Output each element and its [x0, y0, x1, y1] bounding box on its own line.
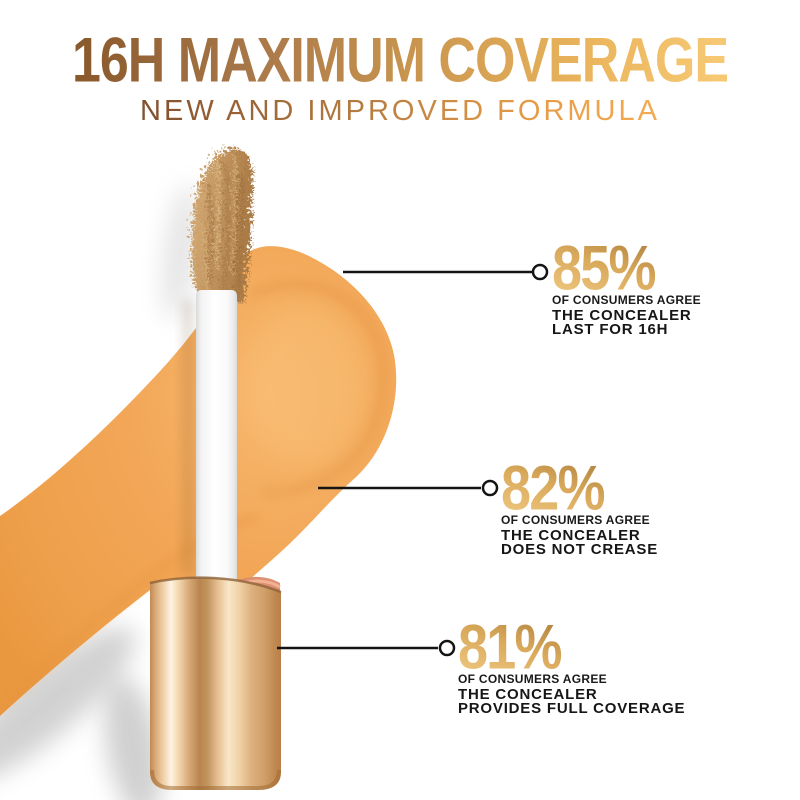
stat-value: 81% [458, 615, 683, 679]
header: 16H MAXIMUM COVERAGE NEW AND IMPROVED FO… [0, 0, 800, 126]
stat-value: 82% [501, 456, 726, 520]
stat-caption: THE CONCEALER [552, 307, 692, 324]
callout-dot-2 [481, 479, 499, 497]
product-illustration [0, 145, 397, 800]
stat-caption: THE CONCEALER [501, 527, 641, 544]
stat-caption: PROVIDES FULL COVERAGE [458, 699, 686, 717]
applicator-tip-icon [187, 145, 250, 298]
stat-caption: LAST FOR 16H [552, 320, 669, 338]
stat-caption: OF CONSUMERS AGREE [501, 513, 650, 527]
concealer-cap [149, 576, 282, 790]
callout-dot-1 [531, 263, 549, 281]
stat-caption: OF CONSUMERS AGREE [552, 293, 701, 307]
applicator-wand [196, 290, 237, 585]
stat-caption: THE CONCEALER [458, 686, 598, 703]
stat-block-81: 81% OF CONSUMERS AGREE THE CONCEALER PRO… [458, 615, 708, 717]
stat-block-85: 85% OF CONSUMERS AGREE THE CONCEALER LAS… [552, 236, 800, 338]
stat-caption: DOES NOT CREASE [501, 540, 659, 558]
stat-block-82: 82% OF CONSUMERS AGREE THE CONCEALER DOE… [501, 456, 751, 558]
page-title: 16H MAXIMUM COVERAGE [71, 25, 729, 97]
callout-dot-3 [438, 639, 456, 657]
page-subtitle: NEW AND IMPROVED FORMULA [140, 95, 660, 127]
stat-value: 85% [552, 236, 777, 300]
stat-caption: OF CONSUMERS AGREE [458, 672, 607, 686]
